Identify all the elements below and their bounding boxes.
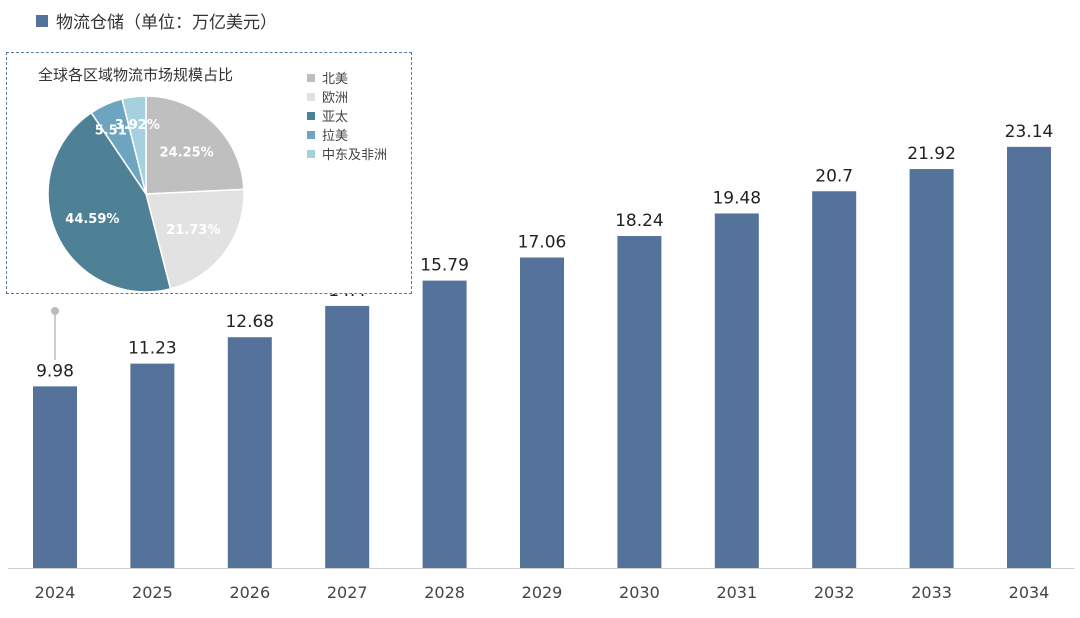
x-tick-label: 2030 [619, 583, 660, 602]
bar-value-label: 11.23 [128, 339, 177, 359]
x-tick-label: 2027 [327, 583, 368, 602]
bar-legend: 物流仓储（单位：万亿美元） [36, 8, 277, 33]
bar-value-label: 17.06 [518, 233, 567, 253]
bar [909, 169, 954, 568]
bar [130, 363, 175, 568]
x-tick-label: 2028 [424, 583, 465, 602]
pie-legend-swatch [307, 149, 315, 158]
bar [714, 213, 759, 569]
bar [33, 386, 77, 568]
pie-slice [145, 95, 245, 195]
pie-slice [47, 111, 172, 293]
pie-slice-label: 24.25% [160, 145, 214, 160]
pie-slice-label: 3.92% [115, 118, 160, 133]
pie-slice-label: 21.73% [166, 223, 220, 238]
pie-legend-item: 中东及非洲 [307, 144, 387, 163]
x-tick-label: 2034 [1009, 583, 1050, 602]
bar-legend-swatch [36, 14, 48, 27]
x-tick-label: 2029 [522, 583, 563, 602]
bar [617, 236, 662, 569]
pie-legend-swatch [307, 73, 315, 82]
x-tick-label: 2026 [229, 583, 270, 602]
bar [520, 257, 564, 568]
pie-legend-item: 北美 [307, 68, 387, 87]
pie-legend-item: 亚太 [307, 106, 387, 125]
pie-chart: 24.25%21.73%44.59%5.51%3.92% [47, 95, 245, 293]
bar [422, 280, 467, 568]
bar-value-label: 19.48 [712, 188, 761, 208]
pie-legend-label: 北美 [322, 72, 349, 87]
pie-slice-label: 44.59% [65, 212, 119, 227]
bar-value-label: 20.7 [815, 166, 853, 186]
pie-legend-swatch [307, 111, 315, 120]
pie-inset-panel: 全球各区域物流市场规模占比 24.25% 21.73% 44.59% 5.51% 3.9… [6, 52, 412, 294]
bar-value-label: 21.92 [907, 144, 956, 164]
pie-legend-item: 拉美 [307, 125, 387, 144]
bar [812, 191, 857, 568]
x-tick-label: 2033 [911, 583, 952, 602]
bar-value-label: 18.24 [615, 211, 664, 231]
bar-value-label: 12.68 [225, 312, 274, 332]
pie-slice [121, 95, 147, 195]
bar [227, 337, 272, 568]
pie-legend-label: 中东及非洲 [322, 148, 388, 163]
pie-legend-label: 欧洲 [322, 91, 349, 106]
pie-title: 全球各区域物流市场规模占比 [38, 66, 234, 84]
connector-dot [51, 307, 59, 315]
bar [1007, 146, 1051, 569]
pie-legend: 北美欧洲亚太拉美中东及非洲 [307, 68, 387, 163]
pie-legend-item: 欧洲 [307, 87, 387, 106]
bar [325, 305, 370, 568]
x-tick-label: 2025 [132, 583, 173, 602]
pie-legend-swatch [307, 92, 315, 101]
bar-legend-label: 物流仓储（单位：万亿美元） [56, 13, 277, 33]
pie-legend-label: 亚太 [322, 110, 349, 125]
pie-legend-swatch [307, 130, 315, 139]
bar-value-label: 23.14 [1005, 122, 1054, 142]
x-tick-label: 2024 [35, 583, 76, 602]
bar-value-label: 15.79 [420, 256, 469, 276]
x-tick-label: 2032 [814, 583, 855, 602]
pie-slice [145, 188, 245, 290]
bar-value-label: 9.98 [36, 361, 74, 381]
x-tick-label: 2031 [716, 583, 757, 602]
pie-legend-label: 拉美 [322, 129, 349, 144]
